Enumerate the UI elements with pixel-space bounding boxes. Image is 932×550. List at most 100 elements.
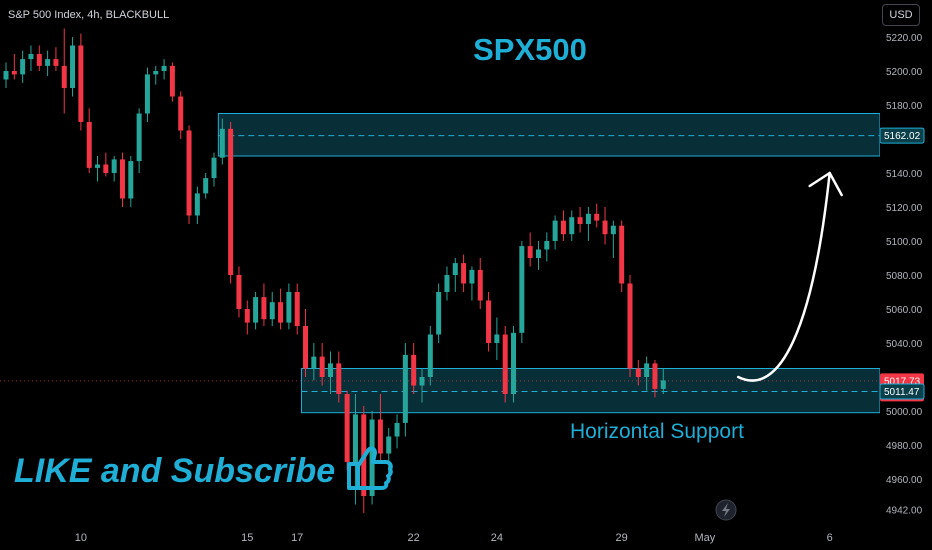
candle-body: [469, 269, 475, 284]
candle-body: [244, 309, 250, 323]
candle: [535, 241, 541, 270]
y-tick-label: 5140.00: [886, 169, 923, 180]
candle: [469, 266, 475, 301]
candle: [560, 210, 566, 241]
candle: [411, 343, 417, 394]
candle: [486, 292, 492, 352]
candle: [95, 156, 101, 182]
candle: [153, 65, 159, 85]
lightning-icon[interactable]: [715, 499, 737, 521]
candle-body: [119, 159, 125, 199]
thumbs-up-icon: [346, 446, 393, 490]
candle: [635, 360, 641, 386]
price-label-text: 5011.47: [884, 387, 920, 398]
candle-body: [336, 363, 342, 394]
price-label-bg: [879, 383, 925, 400]
candle-body: [402, 354, 408, 423]
candle-body: [535, 249, 541, 258]
candle: [552, 215, 558, 250]
price-label-text: 5017.73: [884, 376, 921, 387]
zone-rect: [217, 113, 881, 157]
candle: [344, 390, 350, 471]
candle: [219, 118, 225, 165]
price-label: 5162.02: [879, 127, 925, 144]
candle: [494, 317, 500, 360]
x-tick-label: 10: [75, 532, 87, 544]
price-label: 5011.47: [879, 383, 925, 400]
candle: [627, 275, 633, 377]
candle-body: [494, 334, 500, 343]
x-tick-label: 15: [241, 532, 253, 544]
y-tick-label: 5120.00: [886, 203, 923, 214]
projection-layer: [736, 171, 843, 382]
candle: [519, 241, 525, 343]
candle-body: [269, 302, 275, 320]
candle-body: [327, 363, 333, 377]
candle: [427, 326, 433, 386]
currency-button[interactable]: USD: [882, 4, 920, 26]
candle-body: [178, 96, 184, 131]
candle-body: [236, 275, 242, 309]
candle-body: [635, 368, 641, 377]
y-tick-label: 5100.00: [886, 237, 923, 248]
candle: [477, 258, 483, 309]
x-tick-label: 17: [291, 532, 303, 544]
candle: [527, 232, 533, 267]
candle-body: [36, 54, 42, 66]
candle-body: [610, 225, 616, 235]
x-tick-label: 22: [408, 532, 420, 544]
y-axis: 5220.005200.005180.005160.005140.005120.…: [880, 0, 932, 550]
candle-body: [53, 59, 59, 66]
candle-body: [411, 354, 417, 386]
candle-body: [169, 65, 175, 97]
candle-body: [186, 130, 192, 216]
candle-body: [11, 71, 17, 75]
candle-body: [311, 356, 317, 369]
y-tick-label: 5180.00: [886, 101, 923, 112]
cta-text: LIKE and Subscribe: [14, 452, 336, 490]
candle-body: [103, 164, 109, 173]
candle-body: [644, 363, 650, 377]
candle: [186, 125, 192, 224]
candle-body: [627, 283, 633, 369]
candle: [619, 220, 625, 292]
candle-body: [161, 65, 167, 71]
candle: [436, 283, 442, 343]
candle: [211, 152, 217, 187]
candle: [228, 122, 234, 284]
candle: [594, 203, 600, 228]
candle-body: [286, 292, 292, 323]
candle: [169, 62, 175, 102]
candle: [28, 45, 34, 71]
candles-layer: [3, 28, 666, 513]
candle-body: [95, 164, 101, 168]
candle-body: [136, 113, 142, 162]
candle: [11, 54, 17, 80]
candle-body: [519, 246, 525, 333]
candle-body: [352, 414, 358, 462]
candle-body: [486, 300, 492, 343]
candle-body: [461, 263, 467, 284]
candle-body: [344, 394, 350, 462]
candle-body: [427, 334, 433, 377]
candle-body: [602, 220, 608, 235]
candle: [577, 207, 583, 233]
candle-body: [78, 45, 84, 122]
candle-body: [477, 269, 483, 301]
candle: [144, 67, 150, 122]
projection-arrow: [736, 171, 831, 382]
candle-body: [144, 74, 150, 114]
candle: [20, 50, 26, 83]
candle: [45, 50, 51, 77]
candle-body: [228, 128, 234, 275]
candle: [610, 220, 616, 258]
candle: [327, 351, 333, 394]
arrow-head: [808, 171, 843, 197]
y-tick-label: 5060.00: [886, 305, 923, 316]
candle: [419, 368, 425, 403]
candle-body: [452, 263, 458, 275]
candle: [461, 254, 467, 292]
candle: [128, 156, 134, 207]
candle-body: [544, 241, 550, 250]
